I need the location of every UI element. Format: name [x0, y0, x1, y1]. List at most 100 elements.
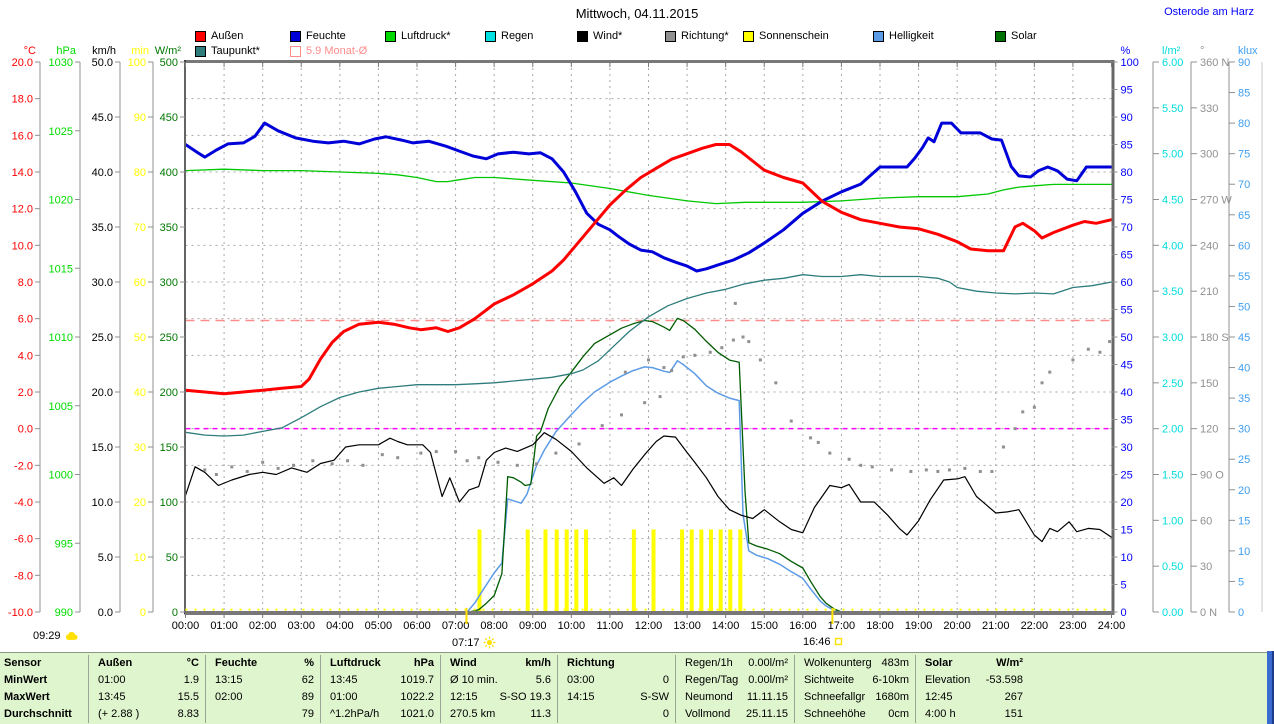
cell-label: 4:00 h: [925, 708, 956, 720]
axis-unit-percent: %: [1121, 45, 1131, 57]
cell-value: 0cm: [888, 708, 909, 720]
table-cell-row: 02:00 89: [209, 691, 322, 706]
tick-klux: 20: [1238, 485, 1250, 497]
legend-item-luftdruck-: Luftdruck*: [385, 30, 451, 42]
tick-klux: 60: [1238, 240, 1250, 252]
table-cell-row: 4:00 h 151: [919, 708, 1031, 723]
tick-sunmin: 70: [134, 222, 146, 234]
cell-value: 89: [301, 691, 314, 703]
axis-unit-temp: °C: [24, 45, 36, 57]
row-label: Sensor: [4, 657, 42, 669]
weather-chart: 00:00 01:00 02:00 03:00 04:00 05:00 06:00 07:00…: [8, 45, 1263, 632]
tick-percent: 20: [1121, 497, 1133, 509]
tick-percent: 40: [1121, 387, 1133, 399]
cell-label: Außen: [98, 657, 133, 669]
cell-value: 151: [1004, 708, 1023, 720]
tick-hpa: 1025: [49, 126, 73, 138]
legend-swatch: [485, 30, 496, 42]
x-tick-label: 19:00: [905, 620, 933, 632]
tick-wm2: 200: [160, 387, 178, 399]
x-tick-label: 17:00: [828, 620, 856, 632]
legend-item-5-9-monat-: 5.9 Monat-Ø: [290, 45, 367, 57]
tick-kmh: 30.0: [92, 277, 113, 289]
table-cell-row: Wolkenunterg 483m: [798, 657, 917, 672]
cell-label: Wind: [450, 657, 477, 669]
tick-temp: 2.0: [18, 387, 33, 399]
tick-klux: 25: [1238, 454, 1250, 466]
legend-label: Regen: [501, 30, 534, 42]
cell-value: 1680m: [875, 691, 909, 703]
cell-value: 6-10km: [872, 674, 909, 686]
cell-value: 11.11.15: [746, 691, 788, 703]
summary-col-feuchte: Feuchte% 13:15 62 02:00 89 79: [209, 653, 322, 724]
tick-temp: -6.0: [14, 534, 33, 546]
station-name: Osterode am Harz: [1164, 6, 1254, 18]
tick-klux: 65: [1238, 210, 1250, 222]
x-tick-label: 04:00: [326, 620, 354, 632]
tick-sunmin: 90: [134, 112, 146, 124]
tick-percent: 75: [1121, 195, 1133, 207]
legend-swatch: [195, 45, 206, 57]
cell-label: 01:00: [98, 674, 126, 686]
cell-value: W/m²: [996, 657, 1023, 669]
cell-label: Regen/1h: [685, 657, 733, 669]
cell-label: Sichtweite: [804, 674, 855, 686]
table-separator: [205, 655, 206, 723]
table-cell-row: Luftdruck hPa: [324, 657, 442, 672]
tick-hpa: 1030: [49, 57, 73, 69]
tick-klux: 35: [1238, 393, 1250, 405]
x-tick-label: 05:00: [365, 620, 393, 632]
legend-swatch: [873, 30, 884, 42]
cell-label: Vollmond: [685, 708, 731, 720]
table-cell-row: Neumond 11.11.15: [679, 691, 796, 706]
table-separator: [88, 655, 89, 723]
sunshine-bars: [477, 529, 743, 612]
table-separator: [557, 655, 558, 723]
tick-sunmin: 60: [134, 277, 146, 289]
tick-deg: 360 N: [1200, 57, 1229, 69]
tick-temp: -4.0: [14, 497, 33, 509]
tick-kmh: 25.0: [92, 332, 113, 344]
row-label: MaxWert: [4, 691, 50, 703]
table-cell-row: 0: [561, 708, 677, 723]
tick-deg: 60: [1200, 515, 1212, 527]
tick-wm2: 300: [160, 277, 178, 289]
tick-deg: 300: [1200, 149, 1218, 161]
tick-temp: 8.0: [18, 277, 33, 289]
tick-klux: 70: [1238, 179, 1250, 191]
day-length-value: 09:29: [33, 630, 61, 642]
tick-percent: 15: [1121, 525, 1133, 537]
cell-label: Neumond: [685, 691, 733, 703]
tick-klux: 0: [1238, 607, 1244, 619]
x-tick-label: 06:00: [403, 620, 431, 632]
legend-swatch: [290, 45, 301, 57]
legend-label: Sonnenschein: [759, 30, 829, 42]
table-cell-row: Ø 10 min. 5.6: [444, 674, 559, 689]
legend-label: Feuchte: [306, 30, 346, 42]
tick-wm2: 350: [160, 222, 178, 234]
tick-temp: -2.0: [14, 460, 33, 472]
table-cell-row: 270.5 km 11.3: [444, 708, 559, 723]
tick-hpa: 1020: [49, 195, 73, 207]
legend-label: Helligkeit: [889, 30, 934, 42]
axis-unit-klux: klux: [1238, 45, 1258, 57]
tick-rain: 3.50: [1162, 286, 1183, 298]
summary-col-wolkenunterg: Wolkenunterg 483m Sichtweite 6-10km Schneefa…: [798, 653, 917, 724]
cell-label: Elevation: [925, 674, 971, 686]
legend-item-wind-: Wind*: [577, 30, 622, 42]
sunset-time: 16:46: [803, 636, 844, 648]
sunrise-time: 07:17: [452, 636, 496, 649]
x-tick-label: 08:00: [480, 620, 508, 632]
series-feuchte: [184, 121, 1113, 273]
legend-swatch: [743, 30, 754, 42]
tick-kmh: 35.0: [92, 222, 113, 234]
tick-klux: 15: [1238, 515, 1250, 527]
table-cell-row: (+ 2.88 ) 8.83: [92, 708, 207, 723]
tick-temp: -8.0: [14, 570, 33, 582]
tick-wm2: 100: [160, 497, 178, 509]
tick-temp: 18.0: [12, 94, 33, 106]
axis-unit-sunmin: min: [131, 45, 149, 57]
tick-percent: 90: [1121, 112, 1133, 124]
cell-label: (+ 2.88 ): [98, 708, 140, 720]
cell-value: %: [304, 657, 314, 669]
